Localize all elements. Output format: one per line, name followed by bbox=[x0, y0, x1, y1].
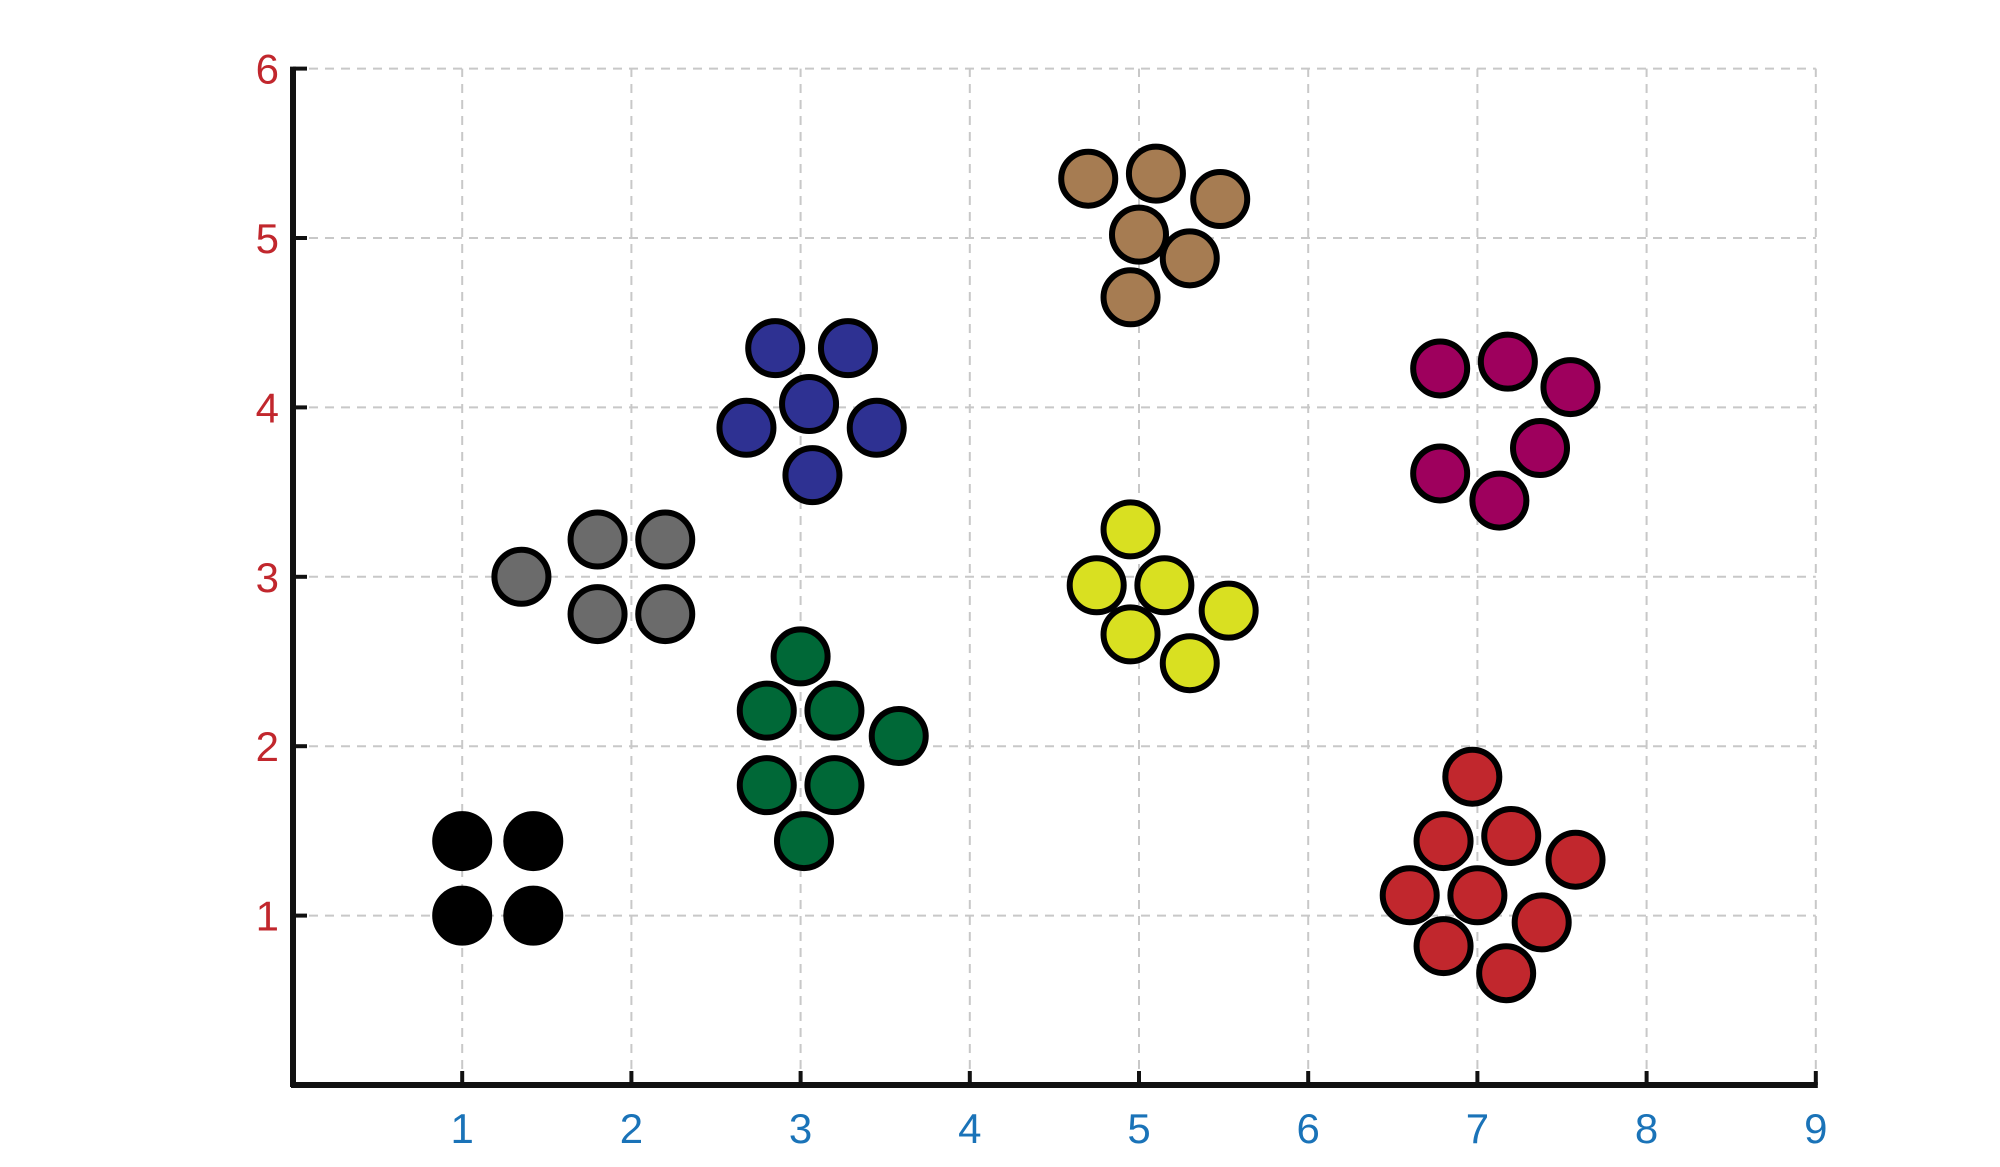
data-point bbox=[773, 811, 834, 872]
y-tick-label-3: 3 bbox=[256, 554, 279, 601]
data-point bbox=[1100, 499, 1161, 560]
data-point bbox=[1413, 916, 1474, 977]
data-point bbox=[1100, 267, 1161, 328]
data-point bbox=[1190, 169, 1251, 230]
data-point bbox=[432, 885, 493, 946]
series-5 bbox=[1058, 143, 1251, 328]
data-point bbox=[1159, 633, 1220, 694]
data-point bbox=[1109, 204, 1169, 265]
data-point bbox=[567, 509, 628, 570]
data-point bbox=[503, 885, 564, 946]
data-point bbox=[503, 811, 564, 872]
data-point bbox=[1066, 555, 1127, 616]
series-2 bbox=[491, 509, 696, 645]
data-point bbox=[868, 706, 929, 767]
axes bbox=[290, 66, 1818, 1088]
data-points bbox=[432, 143, 1606, 1004]
x-tick-label-1: 1 bbox=[451, 1105, 474, 1152]
series-1 bbox=[432, 811, 564, 946]
data-point bbox=[1540, 357, 1601, 418]
series-4 bbox=[736, 626, 929, 872]
data-point bbox=[804, 680, 865, 741]
data-point bbox=[635, 584, 696, 645]
series-6 bbox=[1066, 499, 1259, 694]
data-point bbox=[1198, 580, 1259, 641]
x-tick-label-8: 8 bbox=[1635, 1105, 1658, 1152]
data-point bbox=[745, 318, 806, 379]
data-point bbox=[736, 755, 797, 816]
data-point bbox=[432, 811, 493, 872]
y-tick-label-5: 5 bbox=[256, 215, 279, 262]
data-point bbox=[1481, 805, 1542, 866]
x-tick-label-4: 4 bbox=[958, 1105, 981, 1152]
data-point bbox=[1510, 418, 1571, 479]
x-tick-label-3: 3 bbox=[789, 1105, 812, 1152]
series-8 bbox=[1379, 746, 1606, 1004]
data-point bbox=[817, 318, 878, 379]
data-point bbox=[1134, 555, 1195, 616]
y-tick-label-2: 2 bbox=[256, 723, 279, 770]
data-point bbox=[491, 546, 552, 607]
y-tick-label-4: 4 bbox=[256, 384, 279, 431]
data-point bbox=[1379, 865, 1440, 926]
data-point bbox=[736, 680, 797, 741]
data-point bbox=[846, 397, 907, 458]
data-point bbox=[779, 374, 840, 435]
y-tick-label-1: 1 bbox=[256, 893, 279, 940]
data-point bbox=[782, 445, 843, 506]
x-tick-label-7: 7 bbox=[1466, 1105, 1489, 1152]
data-point bbox=[1125, 143, 1186, 204]
data-point bbox=[1410, 338, 1471, 399]
data-point bbox=[1413, 811, 1474, 872]
data-point bbox=[1442, 746, 1503, 807]
x-tick-label-6: 6 bbox=[1297, 1105, 1320, 1152]
data-point bbox=[567, 584, 628, 645]
data-point bbox=[1477, 331, 1538, 392]
data-point bbox=[1159, 228, 1220, 289]
data-point bbox=[1100, 604, 1161, 665]
data-point bbox=[1545, 829, 1606, 890]
data-point bbox=[1058, 148, 1119, 209]
tick-labels: 1 2 3 4 5 6 7 8 9 1 2 3 4 5 6 bbox=[256, 46, 1828, 1152]
x-tick-label-2: 2 bbox=[620, 1105, 643, 1152]
data-point bbox=[1410, 443, 1471, 504]
data-point bbox=[1447, 865, 1508, 926]
data-point bbox=[804, 755, 865, 816]
series-7 bbox=[1410, 331, 1601, 531]
x-tick-label-9: 9 bbox=[1804, 1105, 1827, 1152]
data-point bbox=[1511, 892, 1572, 953]
data-point bbox=[770, 626, 831, 687]
data-point bbox=[1476, 943, 1537, 1004]
data-point bbox=[716, 397, 777, 458]
series-3 bbox=[716, 318, 907, 506]
data-point bbox=[635, 509, 696, 570]
x-tick-label-5: 5 bbox=[1127, 1105, 1150, 1152]
data-point bbox=[1469, 470, 1530, 531]
y-tick-label-6: 6 bbox=[256, 46, 279, 93]
